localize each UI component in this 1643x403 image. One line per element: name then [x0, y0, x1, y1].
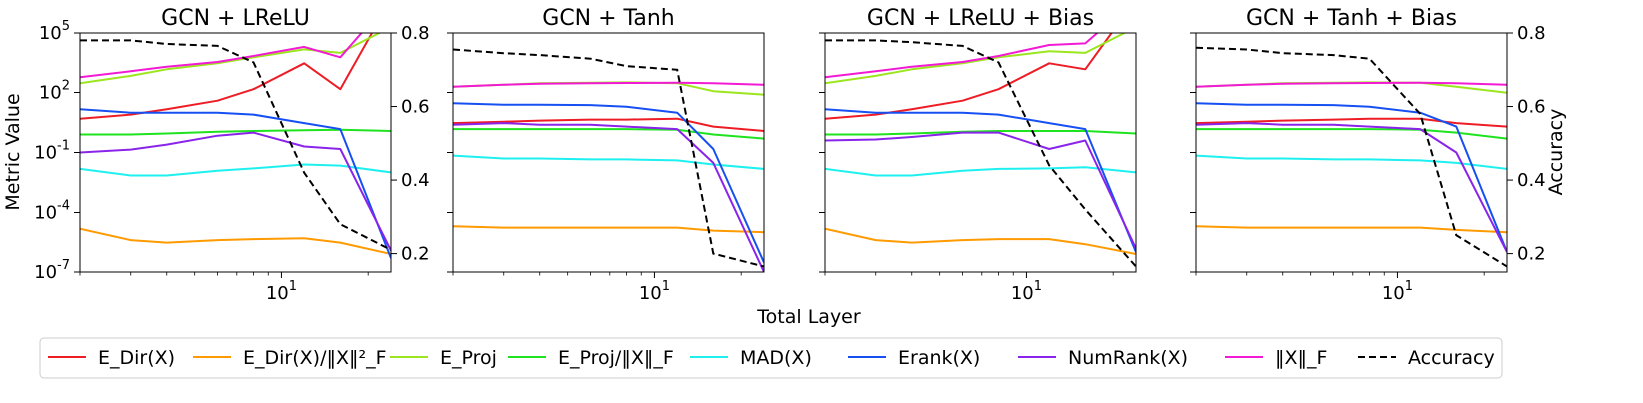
series-lines [1196, 46, 1507, 268]
right-y-tick-label: 0.8 [401, 23, 430, 44]
plot-frame [1195, 32, 1508, 273]
x-tick-label: 101 [639, 279, 670, 304]
series-line [1196, 117, 1507, 128]
legend-frame [39, 337, 1503, 379]
series-line [80, 163, 391, 177]
series-line [825, 108, 1136, 253]
series-lines [825, 33, 1136, 268]
accuracy-line [80, 39, 391, 251]
accuracy-line [825, 39, 1136, 268]
series-line [825, 130, 1136, 136]
y-axis-label-left: Metric Value [2, 93, 24, 210]
legend-label: E_Dir(X)/‖X‖²_F [243, 347, 387, 369]
subplot-3: 101 GCN + LReLU + Bias [819, 6, 1137, 304]
y-tick-label: 10-1 [34, 139, 70, 164]
subplot-title: GCN + LReLU [161, 6, 310, 31]
right-y-tick-label: 0.4 [1517, 170, 1546, 191]
series-line [1196, 122, 1507, 253]
y-tick-label: 10-4 [34, 199, 70, 224]
accuracy-line [1196, 46, 1507, 268]
right-y-tick-label: 0.2 [1517, 244, 1546, 265]
series-line [825, 33, 1099, 79]
legend-label: E_Proj [440, 347, 497, 369]
right-y-tick-label: 0.6 [401, 97, 430, 118]
x-axis-label: Total Layer [756, 306, 861, 328]
right-y-tick-label: 0.6 [1517, 97, 1546, 118]
x-tick-label: 101 [1011, 279, 1042, 304]
series-line [825, 131, 1136, 250]
right-y-tick-label: 0.2 [401, 244, 430, 265]
series-line [453, 225, 764, 234]
x-tick-label: 101 [1382, 279, 1413, 304]
series-line [1196, 225, 1507, 234]
subplot-title: GCN + Tanh + Bias [1246, 6, 1457, 31]
legend-label: ‖X‖_F [1275, 347, 1327, 369]
subplot-1: 10-7 10-4 10-1 102 105 101 0.2 0.4 0.6 0.8 GCN + L… [34, 6, 430, 304]
y-axis-label-right: Accuracy [1545, 109, 1567, 196]
legend-label: E_Proj/‖X‖_F [558, 347, 674, 369]
series-line [825, 227, 1136, 255]
y-tick-label: 10-7 [34, 258, 70, 283]
series-line [453, 154, 764, 170]
legend: E_Dir(X) E_Dir(X)/‖X‖²_F E_Proj E_Proj/‖X‖_… [39, 337, 1503, 379]
series-line [80, 33, 363, 79]
legend-label: NumRank(X) [1068, 347, 1188, 369]
series-line [1196, 81, 1507, 88]
series-line [1196, 128, 1507, 140]
subplot-2: 101 GCN + Tanh [447, 6, 765, 304]
series-line [825, 166, 1136, 177]
plot-frame [452, 32, 765, 273]
subplot-title: GCN + LReLU + Bias [867, 6, 1094, 31]
series-line [80, 108, 391, 259]
series-line [80, 128, 391, 136]
legend-label: MAD(X) [740, 347, 812, 369]
plot-frame [824, 32, 1137, 273]
series-line [825, 33, 1127, 85]
series-line [80, 33, 382, 85]
series-line [453, 81, 764, 88]
series-lines [453, 48, 764, 272]
series-line [453, 102, 764, 263]
legend-label: Erank(X) [898, 347, 980, 369]
y-tick-label: 105 [39, 19, 70, 44]
subplot-title: GCN + Tanh [542, 6, 674, 31]
right-y-tick-label: 0.4 [401, 170, 430, 191]
x-tick-label: 101 [266, 279, 297, 304]
plot-frame [79, 32, 392, 273]
right-y-tick-label: 0.8 [1517, 23, 1546, 44]
y-tick-label: 102 [39, 79, 70, 104]
accuracy-line [453, 48, 764, 268]
series-line [80, 227, 391, 255]
series-line [453, 117, 764, 132]
subplot-4: 101 0.2 0.4 0.6 0.8 GCN + Tanh + Bias [1190, 6, 1546, 304]
legend-label: Accuracy [1408, 347, 1495, 369]
series-line [453, 122, 764, 272]
series-line [1196, 154, 1507, 170]
subplot-panels: 10-7 10-4 10-1 102 105 101 0.2 0.4 0.6 0.8 GCN + L… [34, 6, 1546, 304]
series-line [80, 131, 391, 251]
series-line [1196, 102, 1507, 253]
series-lines [80, 33, 391, 259]
series-line [453, 128, 764, 140]
legend-label: E_Dir(X) [98, 347, 175, 369]
